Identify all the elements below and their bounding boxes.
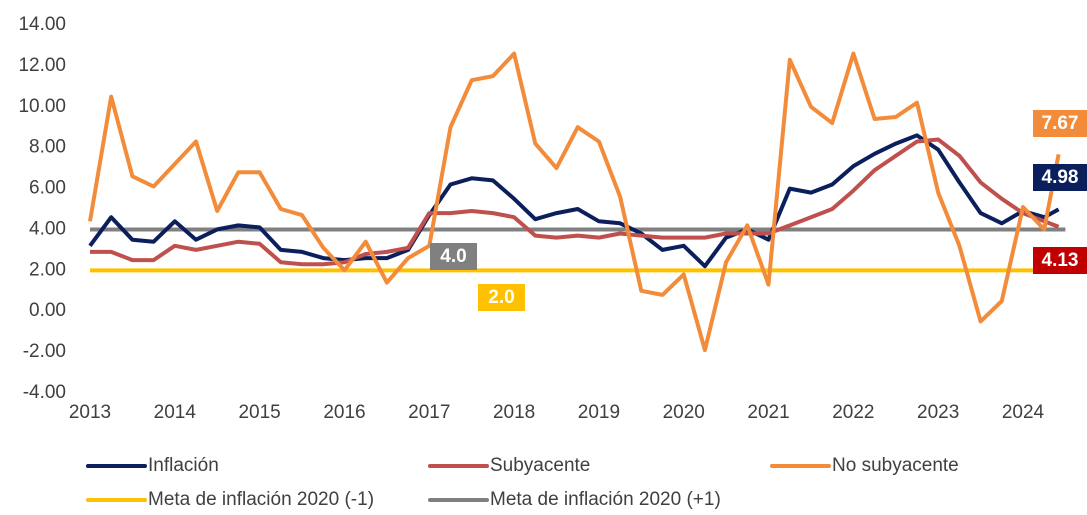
legend-label: Inflación bbox=[148, 455, 219, 476]
x-tick-label: 2015 bbox=[238, 402, 280, 423]
y-tick-label: 6.00 bbox=[29, 178, 66, 199]
legend-label: Subyacente bbox=[490, 455, 590, 476]
x-tick-label: 2020 bbox=[663, 402, 705, 423]
y-tick-label: 10.00 bbox=[18, 96, 66, 117]
series-line bbox=[88, 133, 1060, 269]
reference-label: 2.0 bbox=[488, 287, 514, 308]
y-tick-label: 12.00 bbox=[18, 55, 66, 76]
end-label-box bbox=[1033, 247, 1087, 274]
y-tick-label: -4.00 bbox=[23, 382, 66, 403]
y-tick-label: 8.00 bbox=[29, 137, 66, 158]
end-label: 7.67 bbox=[1042, 113, 1079, 134]
y-tick-label: -2.00 bbox=[23, 341, 66, 362]
y-tick-label: 4.00 bbox=[29, 218, 66, 239]
reference-label-box bbox=[430, 243, 477, 270]
x-tick-label: 2023 bbox=[917, 402, 959, 423]
series-line bbox=[90, 137, 1060, 267]
legend-label: Meta de inflación 2020 (+1) bbox=[490, 489, 721, 510]
x-tick-label: 2014 bbox=[154, 402, 197, 423]
end-label-box bbox=[1033, 110, 1087, 137]
legend-label: No subyacente bbox=[832, 455, 959, 476]
end-label: 4.13 bbox=[1042, 250, 1079, 271]
x-tick-label: 2013 bbox=[69, 402, 111, 423]
x-tick-label: 2016 bbox=[323, 402, 365, 423]
x-tick-label: 2021 bbox=[747, 402, 789, 423]
y-tick-label: 14.00 bbox=[18, 14, 66, 35]
series-line bbox=[88, 51, 1061, 353]
reference-label: 4.0 bbox=[440, 246, 466, 267]
x-tick-label: 2022 bbox=[832, 402, 874, 423]
y-tick-label: 2.00 bbox=[29, 259, 66, 280]
x-tick-label: 2017 bbox=[408, 402, 450, 423]
x-tick-label: 2019 bbox=[578, 402, 620, 423]
end-label: 4.98 bbox=[1042, 167, 1079, 188]
reference-label-box bbox=[478, 284, 525, 311]
end-label-box bbox=[1033, 164, 1087, 191]
legend-label: Meta de inflación 2020 (-1) bbox=[148, 489, 374, 510]
x-tick-label: 2024 bbox=[1002, 402, 1045, 423]
y-tick-label: 0.00 bbox=[29, 300, 66, 321]
x-tick-label: 2018 bbox=[493, 402, 535, 423]
